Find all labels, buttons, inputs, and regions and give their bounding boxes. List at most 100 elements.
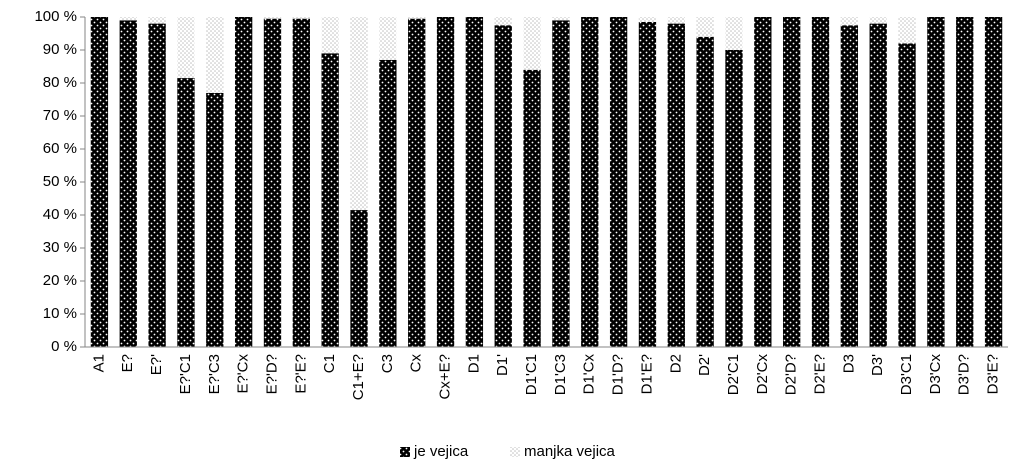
bar-segment — [725, 50, 743, 347]
y-tick-label: 0 % — [51, 338, 77, 355]
legend-swatch — [400, 447, 410, 457]
bar-segment — [177, 78, 195, 348]
bar-segment — [350, 17, 368, 211]
y-tick-label: 70 % — [43, 107, 77, 124]
x-tick-label: D1' — [494, 354, 511, 376]
bar-segment — [436, 17, 455, 347]
bar-segment — [465, 17, 484, 347]
x-tick-label: E?' — [148, 354, 165, 375]
bar-segment — [956, 17, 974, 347]
bar-segment — [754, 17, 772, 347]
x-tick-label: A1 — [90, 354, 107, 372]
bar-segment — [350, 210, 368, 347]
legend-label: je vejica — [413, 443, 469, 460]
x-tick-label: Cx — [408, 354, 425, 373]
bar-segment — [494, 25, 512, 347]
bar-segment — [523, 69, 541, 348]
x-tick-label: D3' — [869, 354, 886, 376]
x-tick-label: D3'E? — [985, 354, 1002, 394]
bar-segment — [177, 17, 195, 79]
bar-segment — [292, 18, 310, 348]
bar-segment — [321, 53, 339, 348]
bar-segment — [609, 17, 628, 347]
bar-segment — [119, 17, 137, 21]
x-tick-label: C1 — [321, 354, 338, 373]
x-tick-label: E?'C1 — [177, 354, 194, 394]
bar-segment — [523, 17, 541, 70]
x-tick-label: D2'E? — [811, 354, 828, 394]
bar-segment — [696, 17, 714, 37]
bar-segment — [638, 17, 657, 22]
y-tick-label: 60 % — [43, 140, 77, 157]
x-tick-label: Cx+E? — [437, 354, 454, 399]
bar-segment — [898, 43, 916, 348]
y-tick-label: 100 % — [34, 8, 77, 25]
bar-segment — [148, 17, 166, 24]
y-tick-label: 50 % — [43, 173, 77, 190]
bar-segment — [696, 36, 714, 348]
bar-segment — [206, 92, 224, 348]
x-tick-label: E?'E? — [292, 354, 309, 394]
x-tick-label: D1'E? — [638, 354, 655, 394]
x-tick-label: E?'D? — [263, 354, 280, 394]
bar-segment — [321, 17, 339, 54]
bar-segment — [984, 17, 1003, 347]
x-tick-label: D3 — [840, 354, 857, 373]
x-tick-label: D2 — [667, 354, 684, 373]
x-tick-label: D2' — [696, 354, 713, 376]
bar-segment — [148, 23, 166, 347]
x-tick-label: D1'C3 — [552, 354, 569, 395]
x-tick-label: D1'Cx — [581, 354, 598, 395]
legend-swatch — [510, 447, 520, 457]
bar-segment — [408, 17, 426, 19]
bar-segment — [552, 17, 570, 21]
bar-segment — [408, 18, 426, 348]
bar-segment — [898, 17, 916, 44]
bar-segment — [869, 23, 887, 347]
bar-segment — [90, 17, 109, 347]
bar-segment — [869, 17, 887, 24]
x-tick-label: D1'D? — [610, 354, 627, 395]
x-tick-label: E? — [119, 354, 136, 372]
x-tick-label: D3'D? — [956, 354, 973, 395]
x-tick-label: D2'D? — [783, 354, 800, 395]
y-tick-label: 90 % — [43, 41, 77, 58]
bar-segment — [292, 17, 310, 19]
x-tick-label: D2'Cx — [754, 354, 771, 395]
bar-segment — [494, 17, 512, 26]
bar-segment — [667, 23, 685, 347]
y-tick-label: 20 % — [43, 272, 77, 289]
x-tick-label: D1 — [465, 354, 482, 373]
bar-segment — [783, 17, 801, 347]
bar-segment — [811, 17, 830, 347]
bar-segment — [667, 17, 685, 24]
x-tick-label: D3'C1 — [898, 354, 915, 395]
bar-segment — [119, 20, 137, 348]
x-tick-label: D2'C1 — [725, 354, 742, 395]
x-tick-label: E?'C3 — [206, 354, 223, 394]
bar-segment — [263, 17, 282, 19]
y-tick-label: 40 % — [43, 206, 77, 223]
x-tick-label: C3 — [379, 354, 396, 373]
bar-segment — [379, 59, 397, 348]
bar-segment — [263, 18, 282, 348]
bar-segment — [840, 17, 859, 26]
legend-label: manjka vejica — [524, 443, 616, 460]
bar-segment — [234, 17, 253, 347]
x-tick-label: C1+E? — [350, 354, 367, 400]
y-tick-label: 10 % — [43, 305, 77, 322]
x-tick-label: E?'Cx — [235, 354, 252, 394]
bar-segment — [840, 25, 859, 347]
x-tick-label: D3'Cx — [927, 354, 944, 395]
bar-segment — [206, 17, 224, 93]
bar-segment — [552, 20, 570, 348]
bar-segment — [581, 17, 599, 347]
bar-segment — [379, 17, 397, 60]
y-tick-label: 30 % — [43, 239, 77, 256]
y-tick-label: 80 % — [43, 74, 77, 91]
x-tick-label: D1'C1 — [523, 354, 540, 395]
bar-segment — [725, 17, 743, 50]
bar-segment — [638, 21, 657, 347]
bar-segment — [927, 17, 945, 347]
